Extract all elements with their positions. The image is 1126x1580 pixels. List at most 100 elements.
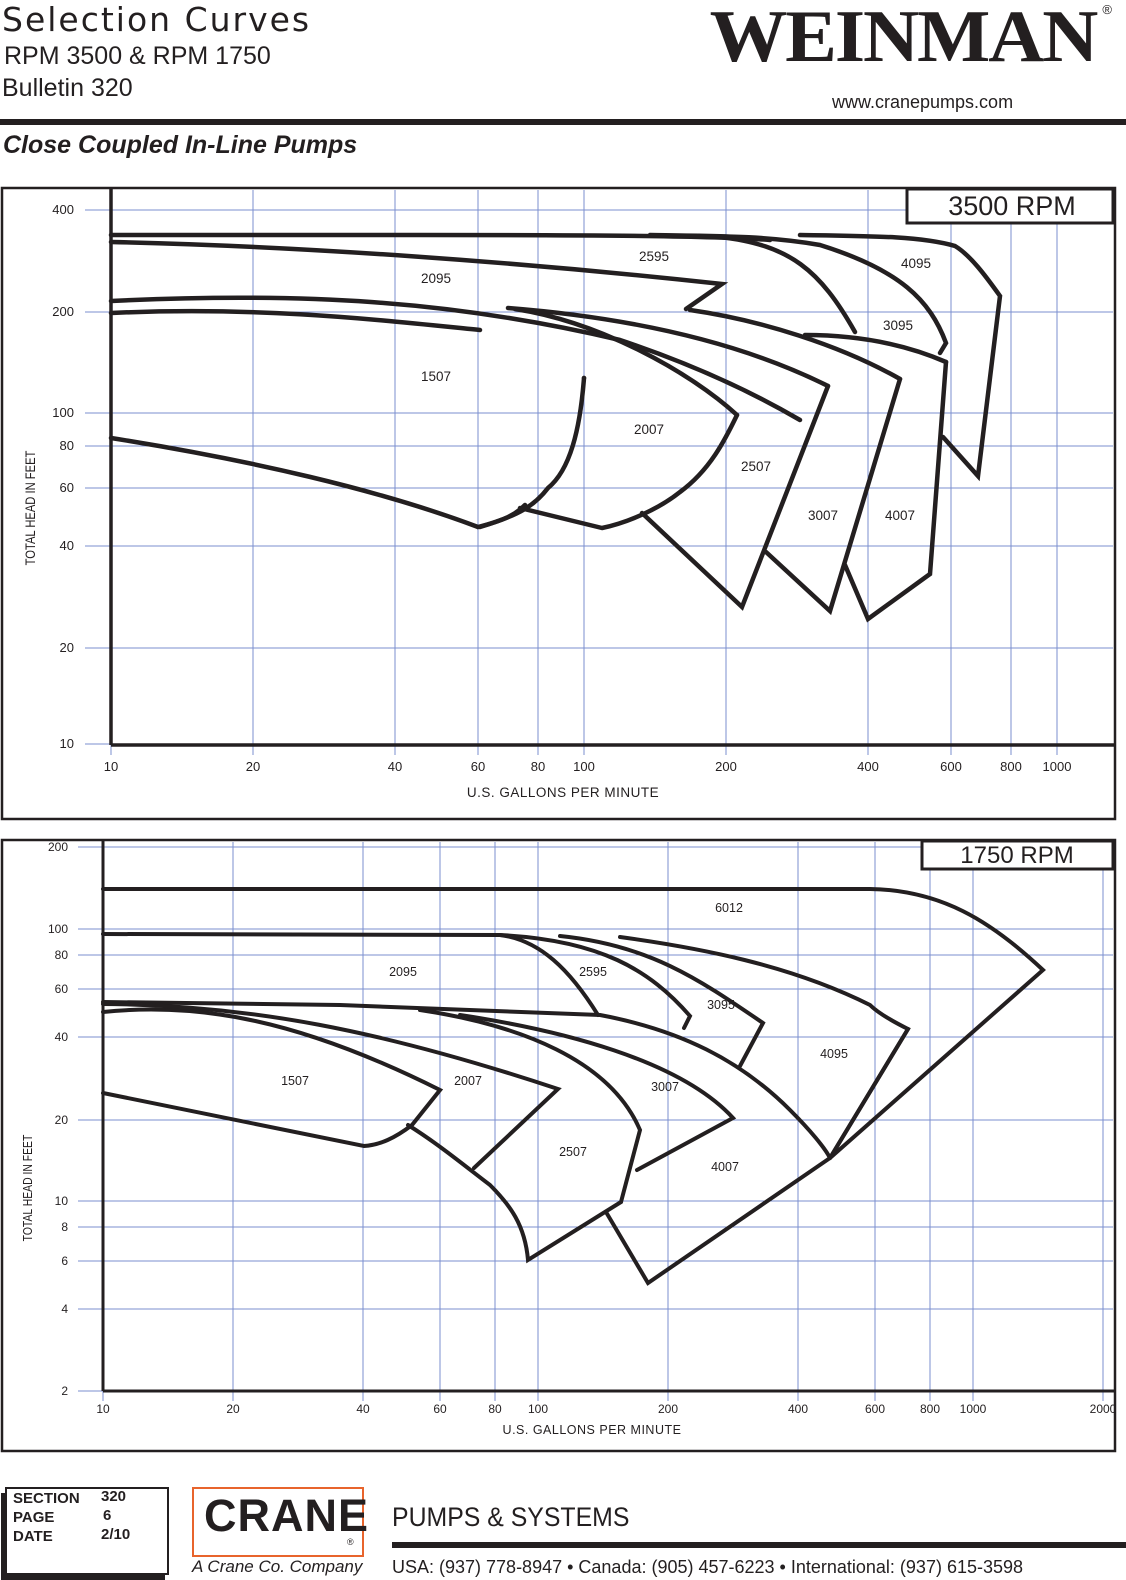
x-tick-label: 100 [573,759,595,774]
pump-curve [108,295,803,423]
chart-3500-frame [0,186,1117,821]
page-title: Selection Curves [2,0,312,39]
pump-curve [505,305,831,389]
pump-curve [108,435,481,530]
y-tick-label: 100 [48,922,68,936]
section-page-date-box: SECTION 320 PAGE 6 DATE 2/10 [5,1487,169,1575]
date-value: 2/10 [101,1526,131,1543]
pump-curve [797,232,1003,482]
y-tick-label: 10 [55,1194,69,1208]
chart-1750-rpm: 200 100 80 60 40 20 10 8 6 4 2 10 20 40 60 80 100 200 400 6… [0,838,1117,1453]
y-tick-label: 10 [60,736,74,751]
chart-3500-pump-labels: 2595 2095 4095 3095 1507 2007 2507 3007 4007 [421,249,931,523]
section-value: 320 [101,1488,127,1505]
y-tick-label: 200 [52,304,74,319]
selection-curves-charts: 400 200 100 80 60 40 20 10 10 20 40 60 80 100 200 400 60… [0,186,1117,1453]
pump-model-label: 1507 [281,1074,309,1088]
chart-1750-frame [0,838,1117,1453]
crane-registered-mark: ® [347,1537,354,1547]
pump-curve [618,935,911,1160]
pump-curve [108,239,729,312]
chart-3500-grid [85,190,1113,755]
page-subtitle: RPM 3500 & RPM 1750 [4,42,271,70]
y-tick-label: 200 [48,840,68,854]
section-title: Close Coupled In-Line Pumps [3,131,358,159]
y-tick-label: 100 [52,405,74,420]
pump-model-label: 2095 [421,271,451,286]
pump-curve [639,383,831,611]
pump-curve [604,1027,910,1286]
x-tick-label: 800 [920,1402,940,1416]
y-tick-label: 8 [61,1220,68,1234]
y-tick-label: 40 [60,538,74,553]
chart-1750-tick-labels: 200 100 80 60 40 20 10 8 6 4 2 10 20 40 60 80 100 200 400 6… [48,840,1117,1416]
pump-model-label: 2507 [559,1145,587,1159]
pump-model-label: 1507 [421,369,451,384]
x-tick-label: 60 [433,1402,447,1416]
x-tick-label: 600 [865,1402,885,1416]
pump-curve [763,376,903,616]
pump-curve [458,1013,737,1172]
x-tick-label: 2000 [1090,1402,1117,1416]
pump-curve [101,1007,444,1149]
pump-model-label: 3007 [808,508,838,523]
x-tick-label: 80 [488,1402,502,1416]
pump-curve [477,375,587,530]
y-tick-label: 400 [52,202,74,217]
x-tick-label: 80 [531,759,545,774]
website-link[interactable]: www.cranepumps.com [832,92,1014,112]
x-tick-label: 800 [1000,759,1022,774]
pump-model-label: 4095 [820,1047,848,1061]
y-tick-label: 20 [55,1113,69,1127]
y-tick-label: 4 [61,1302,68,1316]
y-tick-label: 2 [61,1384,68,1398]
pump-curve [418,1008,643,1204]
pump-model-label: 2595 [639,249,669,264]
x-tick-label: 600 [940,759,962,774]
pump-curve [802,332,949,365]
pumps-systems-heading: PUMPS & SYSTEMS [392,1502,630,1532]
chart-1750-pump-curves [101,887,1046,1286]
x-tick-label: 200 [658,1402,678,1416]
chart-3500-pump-curves [108,232,1003,623]
y-tick-label: 6 [61,1254,68,1268]
pump-curve [512,306,740,418]
pump-curve [108,308,483,333]
weinman-logo: WEINMAN [709,0,1098,78]
y-tick-label: 60 [55,982,69,996]
pump-model-label: 4007 [711,1160,739,1174]
pump-curve [101,1000,832,1160]
chart-1750-title-box [920,839,1115,871]
pump-curve [406,1123,623,1264]
page-value: 6 [103,1507,112,1524]
x-tick-label: 40 [388,759,402,774]
chart-1750-x-label: U.S. GALLONS PER MINUTE [503,1423,682,1437]
pump-curve [101,887,1046,1160]
y-tick-label: 20 [60,640,74,655]
y-tick-label: 80 [55,948,69,962]
pump-model-label: 2595 [579,965,607,979]
pump-curve [498,933,693,1030]
pump-model-label: 6012 [715,901,743,915]
contact-phone-numbers: USA: (937) 778-8947 • Canada: (905) 457-… [392,1557,1024,1577]
x-tick-label: 60 [471,759,485,774]
crane-logo: CRANE [204,1490,370,1541]
bulletin-number: Bulletin 320 [2,74,133,102]
x-tick-label: 20 [226,1402,240,1416]
chart-1750-title: 1750 RPM [960,842,1073,869]
pump-curve [647,232,949,356]
date-label: DATE [13,1528,53,1545]
pump-model-label: 3007 [651,1080,679,1094]
page-label: PAGE [13,1509,55,1526]
x-tick-label: 200 [715,759,737,774]
pump-model-label: 4095 [901,256,931,271]
header-divider [0,119,1126,125]
pump-model-label: 2007 [454,1074,482,1088]
crane-logo-box [192,1487,364,1557]
chart-3500-title-box [905,187,1115,225]
pump-model-label: 3095 [883,318,913,333]
pump-curve [517,412,740,531]
section-label: SECTION [13,1490,80,1507]
chart-1750-pump-labels: 6012 2095 2595 3095 4095 1507 2007 3007 2507 4007 [281,901,848,1174]
x-tick-label: 10 [104,759,118,774]
